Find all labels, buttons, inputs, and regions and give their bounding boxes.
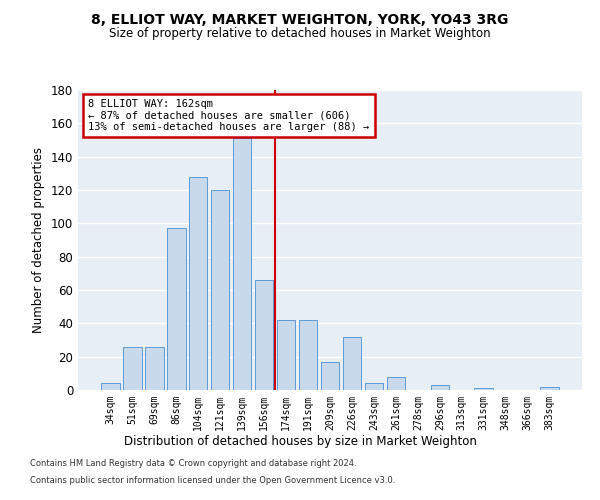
Bar bbox=[320, 362, 340, 390]
Bar bbox=[189, 176, 208, 390]
Bar bbox=[365, 384, 383, 390]
Bar bbox=[386, 376, 405, 390]
Bar bbox=[233, 138, 251, 390]
Text: Distribution of detached houses by size in Market Weighton: Distribution of detached houses by size … bbox=[124, 435, 476, 448]
Bar bbox=[145, 346, 164, 390]
Bar bbox=[123, 346, 142, 390]
Bar bbox=[343, 336, 361, 390]
Text: 8, ELLIOT WAY, MARKET WEIGHTON, YORK, YO43 3RG: 8, ELLIOT WAY, MARKET WEIGHTON, YORK, YO… bbox=[91, 12, 509, 26]
Bar bbox=[101, 384, 119, 390]
Bar bbox=[211, 190, 229, 390]
Bar bbox=[431, 385, 449, 390]
Y-axis label: Number of detached properties: Number of detached properties bbox=[32, 147, 45, 333]
Bar bbox=[475, 388, 493, 390]
Bar bbox=[167, 228, 185, 390]
Bar bbox=[255, 280, 274, 390]
Bar bbox=[541, 386, 559, 390]
Text: Contains HM Land Registry data © Crown copyright and database right 2024.: Contains HM Land Registry data © Crown c… bbox=[30, 458, 356, 468]
Bar bbox=[277, 320, 295, 390]
Bar bbox=[299, 320, 317, 390]
Text: 8 ELLIOT WAY: 162sqm
← 87% of detached houses are smaller (606)
13% of semi-deta: 8 ELLIOT WAY: 162sqm ← 87% of detached h… bbox=[88, 99, 370, 132]
Text: Contains public sector information licensed under the Open Government Licence v3: Contains public sector information licen… bbox=[30, 476, 395, 485]
Text: Size of property relative to detached houses in Market Weighton: Size of property relative to detached ho… bbox=[109, 28, 491, 40]
